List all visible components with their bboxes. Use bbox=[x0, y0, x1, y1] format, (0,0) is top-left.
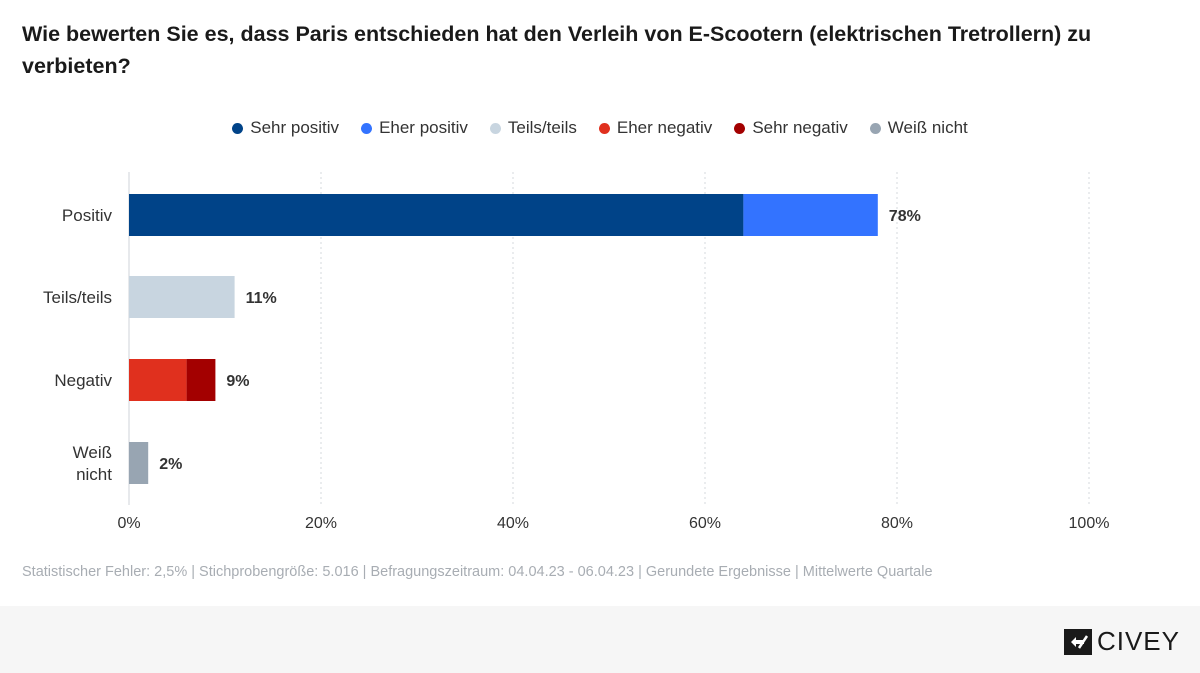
legend-dot-icon bbox=[489, 122, 501, 134]
legend-label: Teils/teils bbox=[507, 118, 577, 137]
x-tick-label: 100% bbox=[1069, 515, 1110, 532]
bar-segment bbox=[129, 442, 149, 484]
data-label: 11% bbox=[246, 290, 277, 307]
category-label: Teils/teils bbox=[43, 288, 112, 307]
legend-item-teils-teils[interactable]: Teils/teils bbox=[489, 118, 577, 138]
data-label: 2% bbox=[159, 456, 182, 473]
bar-chart: 0% 20% 40% 60% 80% 100% 78% Positiv 11% Teils/tei… bbox=[43, 172, 1110, 532]
legend-dot-icon bbox=[734, 122, 746, 134]
footnote: Statistischer Fehler: 2,5% | Stichproben… bbox=[22, 564, 933, 580]
civey-logo-icon bbox=[1063, 628, 1092, 655]
legend-item-sehr-positiv[interactable]: Sehr positiv bbox=[232, 118, 339, 138]
legend-dot-icon bbox=[598, 122, 610, 134]
bar-segment bbox=[186, 359, 216, 401]
brand-logo[interactable]: CIVEY bbox=[1063, 626, 1180, 657]
legend-label: Eher positiv bbox=[379, 118, 468, 137]
x-tick-label: 20% bbox=[305, 515, 337, 532]
bar-segment bbox=[129, 276, 235, 318]
legend-item-eher-positiv[interactable]: Eher positiv bbox=[361, 118, 468, 138]
legend: Sehr positiv Eher positiv Teils/teils Eh… bbox=[0, 118, 1200, 138]
legend-label: Sehr negativ bbox=[752, 118, 848, 137]
data-label: 9% bbox=[226, 373, 249, 390]
footer: CIVEY bbox=[0, 606, 1200, 673]
category-label: nicht bbox=[76, 465, 112, 484]
data-label: 78% bbox=[889, 208, 921, 225]
bar-segment bbox=[129, 194, 744, 236]
legend-label: Eher negativ bbox=[616, 118, 713, 137]
legend-item-weiss-nicht[interactable]: Weiß nicht bbox=[869, 118, 968, 138]
x-tick-label: 0% bbox=[117, 515, 140, 532]
bar-segment bbox=[129, 359, 187, 401]
x-tick-label: 60% bbox=[689, 515, 721, 532]
legend-label: Weiß nicht bbox=[887, 118, 968, 137]
x-tick-label: 80% bbox=[881, 515, 913, 532]
category-label: Positiv bbox=[62, 206, 113, 225]
legend-item-sehr-negativ[interactable]: Sehr negativ bbox=[734, 118, 848, 138]
legend-label: Sehr positiv bbox=[250, 118, 340, 137]
legend-dot-icon bbox=[232, 122, 244, 134]
brand-name: CIVEY bbox=[1096, 626, 1180, 656]
x-tick-label: 40% bbox=[497, 515, 529, 532]
legend-dot-icon bbox=[869, 122, 881, 134]
legend-dot-icon bbox=[361, 122, 373, 134]
category-label: Weiß bbox=[73, 443, 112, 462]
legend-item-eher-negativ[interactable]: Eher negativ bbox=[598, 118, 713, 138]
chart-title: Wie bewerten Sie es, dass Paris entschie… bbox=[22, 22, 1092, 78]
bar-segment bbox=[743, 194, 878, 236]
category-label: Negativ bbox=[54, 371, 112, 390]
